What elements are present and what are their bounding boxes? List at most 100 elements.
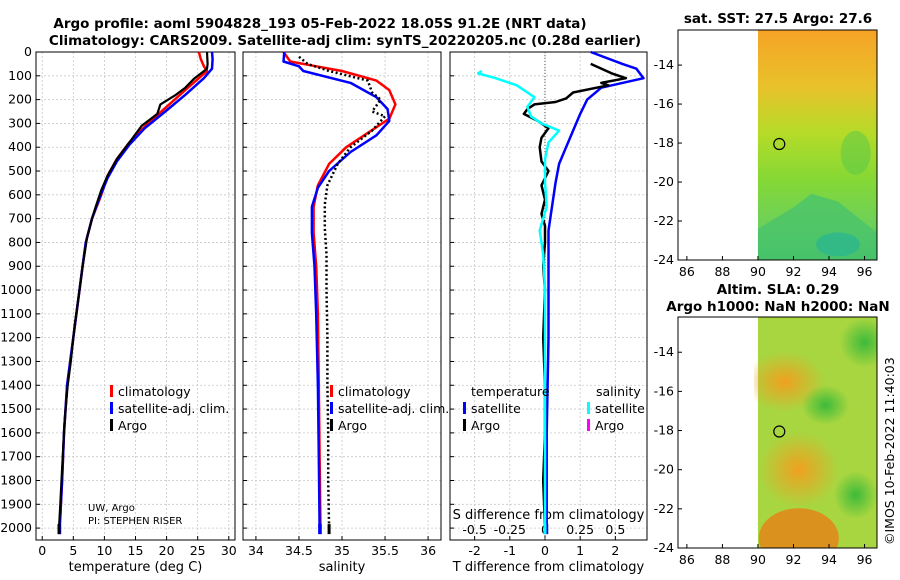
map-title-sst: sat. SST: 27.5 Argo: 27.6	[684, 11, 872, 27]
series-line	[282, 51, 391, 529]
x-tick-label: 25	[190, 543, 206, 558]
x-tick-label: 34	[248, 543, 264, 558]
legend-swatch	[110, 419, 113, 431]
x-tick-label: 2	[611, 543, 619, 558]
x-tick-label: 90	[750, 264, 766, 279]
series-line	[476, 69, 561, 529]
argo-position-marker	[773, 425, 786, 438]
panel-temperature: 0 5 10 15 20 25 300100200300400500600700800900…	[0, 44, 237, 575]
y-tick-label: -20	[654, 462, 674, 477]
legend-label: Argo	[471, 418, 500, 433]
y-tick-label: -18	[654, 135, 674, 150]
legend-label: climatology	[118, 384, 191, 399]
title-line-1: Argo profile: aoml 5904828_193 05-Feb-20…	[53, 16, 586, 32]
x-tick-label: 96	[857, 264, 873, 279]
x-tick-label: 92	[786, 264, 802, 279]
x-tick-label: 1	[576, 543, 584, 558]
y-tick-label: 800	[8, 234, 32, 249]
x-tick-label: 88	[714, 552, 730, 567]
y-tick-label: -16	[654, 96, 674, 111]
map-frame	[677, 316, 878, 549]
legend-label: satellite-adj. clim.	[338, 401, 449, 416]
legend-header-temperature: temperature	[471, 384, 550, 399]
y-tick-label: -24	[654, 252, 674, 267]
sst-green-patch	[840, 130, 871, 175]
x-tick-label: -1	[504, 543, 516, 558]
x-tick-top-label: 0.5	[605, 522, 625, 537]
legend-header-salinity: salinity	[596, 384, 641, 399]
x-tick-label: 86	[679, 264, 695, 279]
legend-swatch	[463, 419, 466, 431]
y-tick-label: 1600	[0, 425, 32, 440]
y-tick-label: 1300	[0, 353, 32, 368]
y-tick-label: 1900	[0, 496, 32, 511]
legend-swatch	[463, 402, 466, 414]
y-tick-label: -22	[654, 501, 674, 516]
sla-low	[839, 317, 877, 368]
y-tick-label: 400	[8, 139, 32, 154]
y-tick-label: 0	[24, 44, 32, 59]
sla-high	[758, 431, 839, 508]
x-tick-label: 94	[821, 264, 837, 279]
y-tick-label: 1100	[0, 306, 32, 321]
y-tick-label: 300	[8, 115, 32, 130]
y-tick-label: 100	[8, 68, 32, 83]
x-tick-label: 0	[541, 543, 549, 558]
y-tick-label: 1700	[0, 449, 32, 464]
x-tick-label: 15	[128, 543, 144, 558]
x-axis-label-top: S difference from climatology	[453, 508, 645, 523]
map-title-altim-2: Argo h1000: NaN h2000: NaN	[666, 299, 889, 315]
panel-salinity: 34 34.5 35 35.5 36 salinity climatology satelli…	[242, 51, 449, 575]
y-tick-label: 1400	[0, 377, 32, 392]
x-tick-label: -2	[468, 543, 480, 558]
sla-high	[758, 508, 839, 548]
x-tick-label: 0	[38, 543, 46, 558]
legend-label: Argo	[595, 418, 624, 433]
panel-sat_sst_map: 86 88 90 92 94 96 -24 -22 -20 -18 -16 -14	[654, 29, 878, 279]
watermark: ©IMOS 10-Feb-2022 11:40:03	[882, 357, 897, 545]
axes-frame	[449, 51, 648, 541]
legend-swatch	[110, 385, 113, 397]
map-frame	[677, 29, 878, 261]
x-tick-label: 35	[334, 543, 350, 558]
argo-position-marker	[773, 137, 786, 151]
y-tick-label: 600	[8, 187, 32, 202]
x-tick-label: 94	[821, 552, 837, 567]
x-tick-label: 10	[96, 543, 112, 558]
x-tick-top-label: 0.25	[566, 522, 594, 537]
title-line-2: Climatology: CARS2009. Satellite-adj cli…	[49, 33, 641, 49]
y-tick-label: 1200	[0, 330, 32, 345]
x-tick-label: 90	[750, 552, 766, 567]
x-tick-label: 5	[69, 543, 77, 558]
sst-cool-core	[815, 232, 860, 257]
legend-swatch	[330, 402, 333, 414]
x-tick-label: 30	[221, 543, 237, 558]
x-tick-top-label: -0.25	[494, 522, 526, 537]
legend-label: satellite-adj. clim.	[118, 401, 229, 416]
y-tick-label: -16	[654, 383, 674, 398]
legend-label: satellite	[471, 401, 521, 416]
credit-line-1: UW, Argo	[88, 503, 135, 514]
panel-difference: -2 -1 0 1 2 T difference from climatology S di…	[449, 50, 648, 575]
legend-swatch	[330, 385, 333, 397]
series-line	[298, 55, 387, 529]
y-tick-label: 200	[8, 92, 32, 107]
x-axis-label: temperature (deg C)	[69, 560, 203, 575]
legend-swatch	[330, 419, 333, 431]
credit-line-2: PI: STEPHEN RISER	[88, 516, 182, 527]
y-tick-label: 1800	[0, 472, 32, 487]
series-line	[545, 50, 645, 529]
x-tick-label: 92	[786, 552, 802, 567]
y-tick-label: 900	[8, 258, 32, 273]
series-line	[282, 51, 397, 529]
sla-low	[801, 385, 850, 426]
y-tick-label: -18	[654, 423, 674, 438]
legend-label: climatology	[338, 384, 411, 399]
legend-label: Argo	[118, 418, 147, 433]
series-line	[522, 62, 628, 529]
x-tick-label: 88	[714, 264, 730, 279]
x-tick-label: 34.5	[285, 543, 313, 558]
x-tick-label: 20	[159, 543, 175, 558]
y-tick-label: -22	[654, 213, 674, 228]
y-tick-label: 700	[8, 211, 32, 226]
